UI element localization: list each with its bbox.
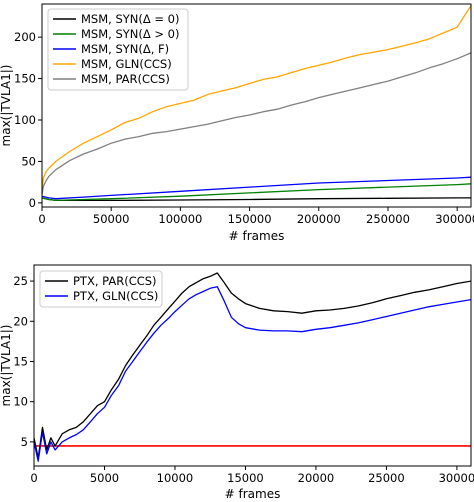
axes-frame	[41, 3, 472, 208]
y-tick-label: 0	[29, 196, 36, 210]
legend-label: MSM, SYN(Δ = 0)	[81, 12, 180, 26]
legend-box	[47, 8, 189, 91]
x-tick-label: 10000	[157, 471, 194, 485]
series-line-4	[42, 52, 471, 195]
x-tick-label: 25000	[368, 471, 405, 485]
y-axis-label: max(|TVLA1|)	[0, 325, 13, 407]
y-tick-label: 20	[13, 314, 28, 328]
x-tick-label: 50000	[93, 212, 130, 226]
chart-bottom: 0 5000 10000 15000 20000 25000 30000 5 10 15 20 25 #…	[0, 264, 474, 501]
series-line-0	[34, 272, 471, 459]
x-tick-label: 250000	[366, 212, 410, 226]
x-tick-label: 0	[30, 471, 37, 485]
x-tick-label: 5000	[90, 471, 119, 485]
series-line-2	[42, 176, 471, 200]
y-tick-label: 150	[14, 72, 36, 86]
legend-label: MSM, GLN(CCS)	[81, 57, 172, 71]
legend-label: MSM, SYN(Δ, F)	[81, 42, 169, 56]
x-tick-label: 100000	[158, 212, 202, 226]
axes-frame	[33, 264, 472, 467]
series-line-1	[42, 183, 471, 202]
x-axis-label: # frames	[225, 487, 281, 501]
y-tick-label: 100	[14, 113, 36, 127]
x-axis-label: # frames	[229, 229, 285, 243]
legend-box	[39, 270, 163, 308]
series-line-3	[42, 5, 471, 191]
y-tick-label: 15	[13, 354, 28, 368]
y-axis-label: max(|TVLA1|)	[0, 65, 13, 147]
y-tick-label: 10	[13, 395, 28, 409]
x-tick-label: 20000	[298, 471, 335, 485]
y-tick-label: 50	[21, 154, 36, 168]
x-tick-label: 0	[38, 212, 45, 226]
y-tick-label: 200	[14, 30, 36, 44]
legend-label: MSM, SYN(Δ > 0)	[81, 27, 180, 41]
legend-label: PTX, GLN(CCS)	[73, 289, 158, 303]
y-tick-label: 5	[21, 435, 28, 449]
y-tick-label: 25	[13, 274, 28, 288]
x-tick-label: 15000	[227, 471, 264, 485]
series-group	[42, 5, 471, 202]
x-tick-label: 200000	[297, 212, 341, 226]
x-tick-label: 30000	[439, 471, 474, 485]
series-line-1	[34, 286, 471, 462]
series-group	[34, 272, 471, 462]
legend-label: PTX, PAR(CCS)	[73, 274, 157, 288]
legend-label: MSM, PAR(CCS)	[81, 72, 170, 86]
x-tick-label: 150000	[228, 212, 272, 226]
